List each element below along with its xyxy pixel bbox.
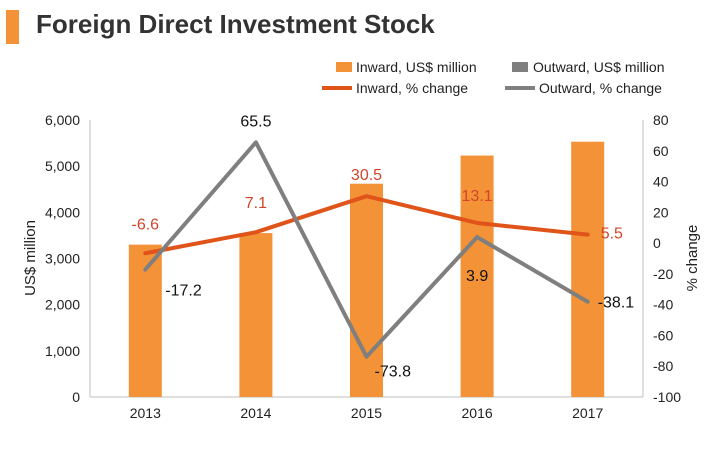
bar-inward-2017 <box>571 141 605 397</box>
y-left-tick-label: 4,000 <box>45 204 80 220</box>
legend-swatch-inward-bar <box>336 62 352 72</box>
title-accent-bar <box>6 10 19 44</box>
y-axis-left-title: US$ million <box>22 220 39 296</box>
x-tick-label: 2017 <box>572 405 603 421</box>
legend-label-inward-bar: Inward, US$ million <box>356 59 477 75</box>
y-right-tick-label: 80 <box>653 112 669 128</box>
bar-inward-2014 <box>239 233 273 397</box>
y-right-tick-label: 20 <box>653 204 669 220</box>
data-label-inward-2017: 5.5 <box>601 226 623 243</box>
legend-label-outward-line: Outward, % change <box>539 80 662 96</box>
legend: Inward, US$ million Outward, US$ million… <box>322 59 665 96</box>
y-left-tick-label: 6,000 <box>45 112 80 128</box>
y-left-tick-label: 5,000 <box>45 158 80 174</box>
y-right-tick-label: -40 <box>653 297 673 313</box>
y-right-tick-label: 0 <box>653 235 661 251</box>
data-label-outward-2013: -17.2 <box>165 283 202 300</box>
y-right-tick-label: -60 <box>653 327 673 343</box>
x-tick-label: 2013 <box>130 405 161 421</box>
x-tick-label: 2015 <box>351 405 382 421</box>
y-right-tick-label: -20 <box>653 266 673 282</box>
bar-inward-2016 <box>460 155 494 397</box>
y-right-tick-label: -80 <box>653 358 673 374</box>
data-label-outward-2017: -38.1 <box>598 295 635 312</box>
y-left-tick-label: 0 <box>72 389 80 405</box>
data-label-inward-2015: 30.5 <box>351 167 382 184</box>
data-label-inward-2013: -6.6 <box>132 216 160 233</box>
bar-inward-2015 <box>350 183 383 397</box>
y-right-tick-label: 40 <box>653 174 669 190</box>
y-right-tick-label: 60 <box>653 143 669 159</box>
y-right-tick-label: -100 <box>653 389 681 405</box>
legend-swatch-outward-bar <box>512 62 528 72</box>
line-inward-change <box>143 194 590 256</box>
y-left-tick-label: 3,000 <box>45 251 80 267</box>
chart-title: Foreign Direct Investment Stock <box>36 9 435 39</box>
data-label-outward-2015: -73.8 <box>375 364 412 381</box>
y-axis-right-title: % change <box>684 225 701 292</box>
legend-label-inward-line: Inward, % change <box>356 80 468 96</box>
data-label-outward-2016: 3.9 <box>466 268 488 285</box>
x-tick-label: 2016 <box>462 405 493 421</box>
legend-label-outward-bar: Outward, US$ million <box>533 59 665 75</box>
data-label-outward-2014: 65.5 <box>240 113 271 130</box>
y-left-tick-label: 1,000 <box>45 343 80 359</box>
data-label-inward-2014: 7.1 <box>245 195 267 212</box>
line-outward-change <box>143 140 590 359</box>
y-left-tick-label: 2,000 <box>45 297 80 313</box>
x-tick-label: 2014 <box>240 405 271 421</box>
data-label-inward-2016: 13.1 <box>462 188 493 205</box>
